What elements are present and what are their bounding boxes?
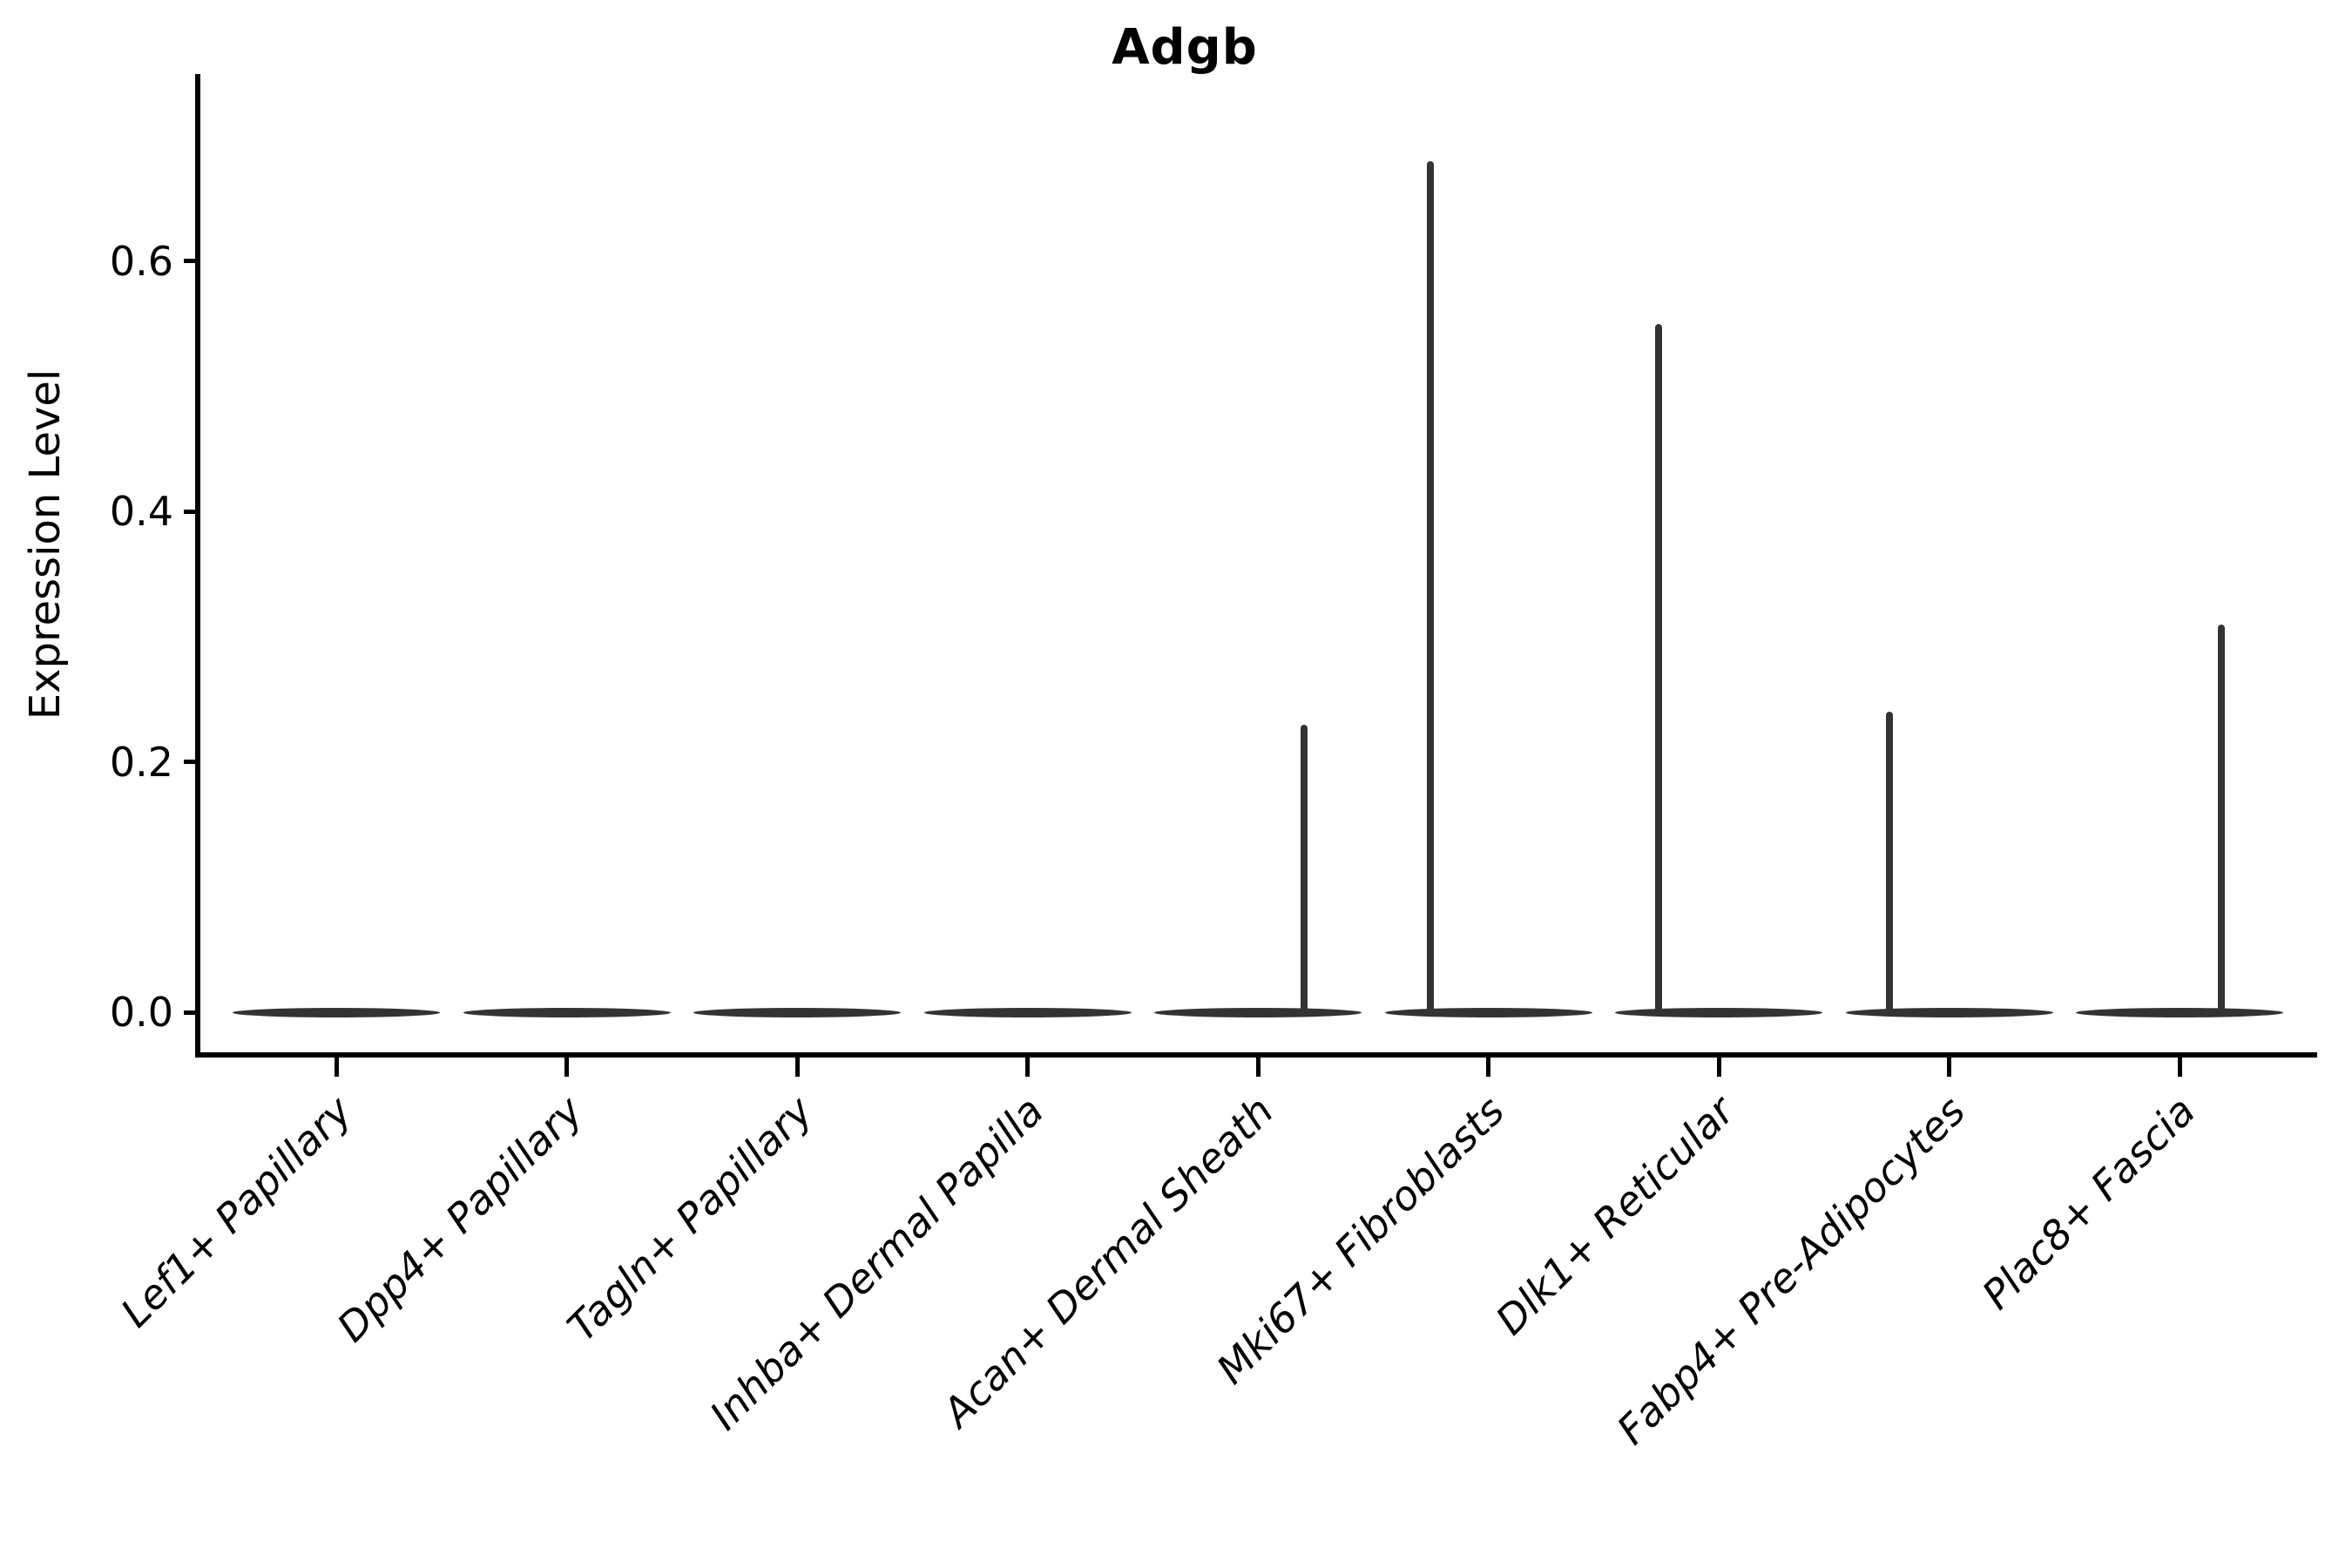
y-axis-label: Expression Level: [21, 368, 70, 720]
x-category-label: Inhba+ Dermal Papilla: [700, 1087, 1052, 1439]
x-axis-tick: [1486, 1058, 1490, 1077]
violin-spike: [1885, 712, 1893, 1012]
x-axis-tick: [1255, 1058, 1260, 1077]
x-axis-line: [195, 1052, 2317, 1058]
x-axis-tick: [564, 1058, 569, 1077]
y-tick-label: 0.6: [109, 237, 173, 285]
violin-spike: [1427, 161, 1435, 1012]
y-axis-tick: [184, 760, 198, 765]
x-category-label: Lef1+ Papillary: [112, 1087, 362, 1336]
violin-body: [2076, 1007, 2283, 1017]
violin-body: [1384, 1007, 1592, 1017]
violin-body: [923, 1007, 1132, 1017]
violin-spike: [1300, 724, 1308, 1012]
y-tick-label: 0.0: [109, 989, 173, 1036]
violin-body: [1154, 1007, 1362, 1017]
chart-title: Adgb: [1112, 19, 1258, 76]
x-axis-tick: [1947, 1058, 1951, 1077]
x-category-label: Tagln+ Papillary: [558, 1087, 822, 1351]
y-tick-label: 0.4: [109, 488, 173, 536]
violin-spike: [2217, 624, 2225, 1012]
violin-spike: [1655, 323, 1663, 1012]
x-axis-tick: [1716, 1058, 1721, 1077]
x-category-label: Mki67+ Fibroblasts: [1206, 1087, 1513, 1394]
y-axis-tick: [184, 259, 198, 264]
x-category-label: Fabp4+ Pre-Adipocytes: [1607, 1087, 1974, 1454]
violin-body: [1845, 1007, 2053, 1017]
x-axis-tick: [2177, 1058, 2182, 1077]
y-axis-line: [195, 74, 200, 1058]
y-tick-label: 0.2: [109, 738, 173, 786]
x-category-label: Dpp4+ Papillary: [328, 1087, 591, 1351]
x-axis-tick: [1025, 1058, 1030, 1077]
violin-body: [693, 1007, 901, 1017]
x-axis-tick: [334, 1058, 339, 1077]
violin-body: [233, 1007, 440, 1017]
y-axis-tick: [184, 1010, 198, 1015]
x-category-label: Acan+ Dermal Sheath: [933, 1087, 1283, 1436]
x-category-label: Dlk1+ Reticular: [1486, 1087, 1744, 1344]
x-axis-tick: [794, 1058, 800, 1077]
x-category-label: Plac8+ Fascia: [1972, 1087, 2205, 1319]
y-axis-tick: [184, 509, 198, 514]
violin-body: [1615, 1007, 1822, 1017]
violin-body: [463, 1007, 671, 1017]
